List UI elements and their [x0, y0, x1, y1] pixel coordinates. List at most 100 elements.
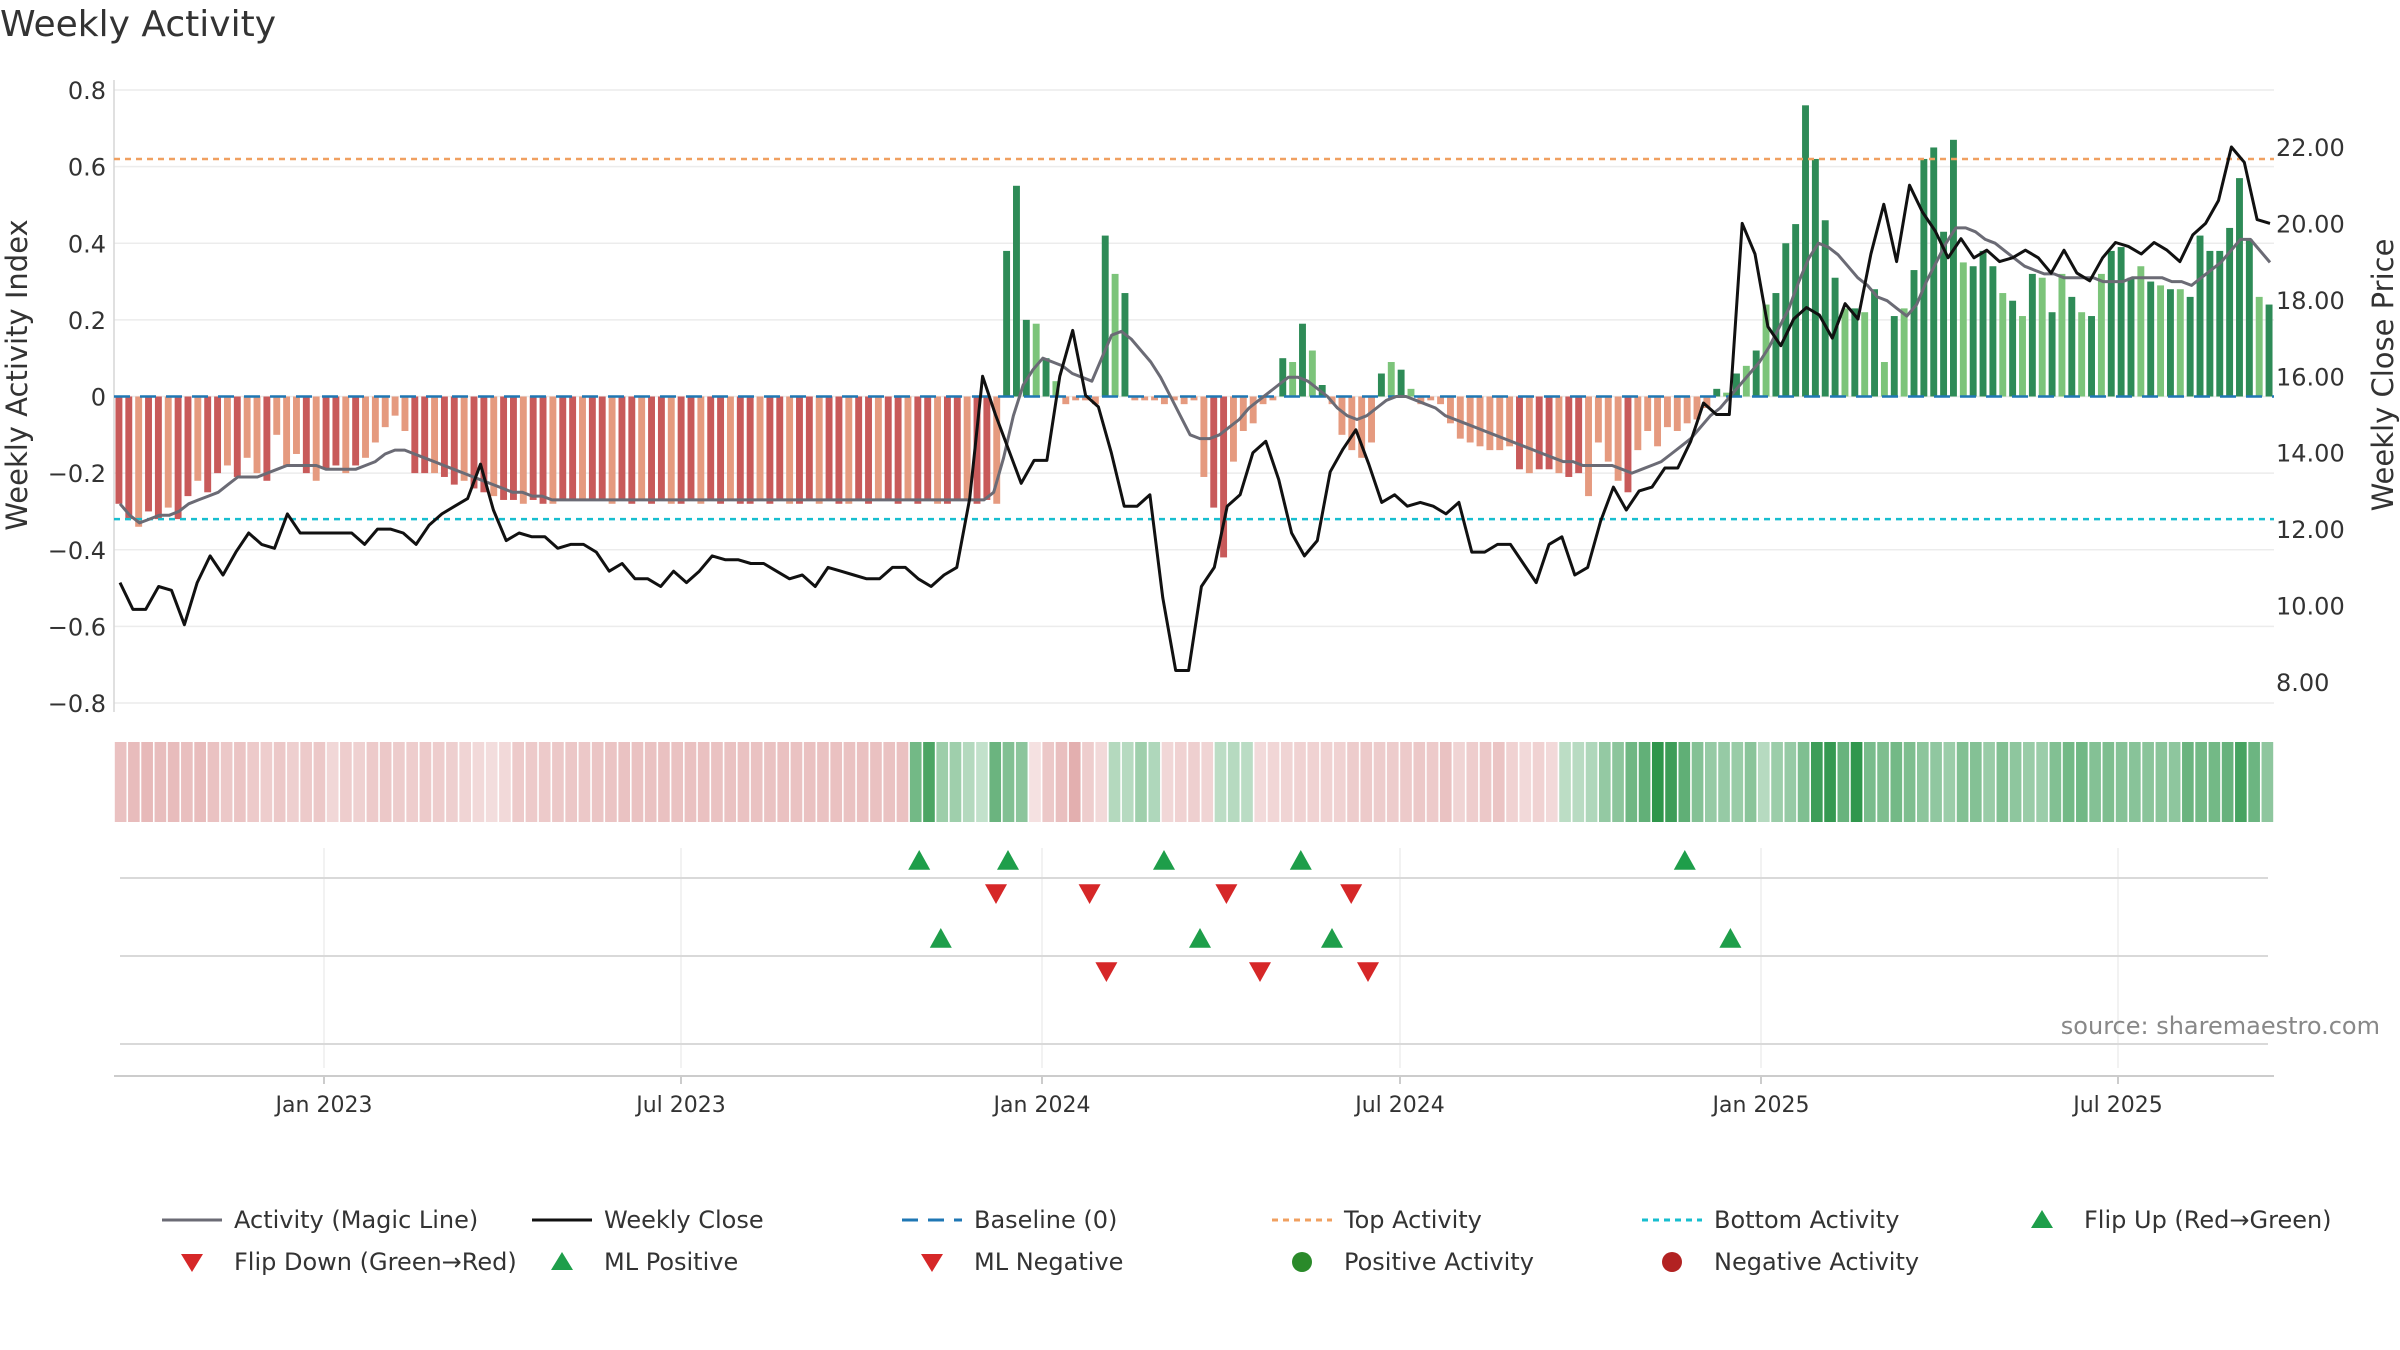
strip-cell — [1532, 742, 1545, 822]
activity-strip — [114, 742, 2274, 822]
activity-bar — [1831, 277, 1839, 397]
activity-bar — [874, 396, 882, 500]
strip-cell — [552, 742, 564, 822]
strip-cell — [1718, 742, 1730, 822]
ml-positive-marker — [1321, 928, 1343, 948]
activity-bar — [2157, 285, 2165, 397]
activity-bar — [1358, 396, 1366, 458]
strip-cell — [1744, 742, 1757, 822]
strip-cell — [379, 742, 392, 822]
strip-cell — [260, 742, 273, 822]
strip-cell — [870, 742, 882, 822]
activity-bar — [233, 396, 241, 477]
strip-cell — [1665, 742, 1677, 822]
strip-cell — [1771, 742, 1783, 822]
activity-bar — [1673, 396, 1681, 431]
activity-bar — [657, 396, 665, 500]
strip-cell — [1651, 742, 1664, 822]
activity-bars — [115, 105, 2273, 558]
activity-bar — [914, 396, 922, 504]
strip-cell — [790, 742, 803, 822]
strip-cell — [1148, 742, 1161, 822]
strip-cell — [896, 742, 909, 822]
y-tick-label: −0.4 — [48, 537, 106, 565]
activity-bar — [2097, 273, 2105, 397]
strip-cell — [1545, 742, 1558, 822]
activity-bar — [1249, 396, 1257, 424]
strip-cell — [1797, 742, 1810, 822]
y-tick-label: 0 — [91, 384, 106, 412]
activity-bar — [263, 396, 271, 481]
activity-bar — [993, 396, 1001, 504]
weekly-close-line — [118, 145, 2271, 672]
activity-bar — [894, 396, 902, 504]
strip-cell — [1983, 742, 1995, 822]
x-tick-label: Jan 2024 — [992, 1093, 1091, 1118]
y-tick-label: −0.2 — [48, 460, 106, 488]
strip-cell — [671, 742, 684, 822]
activity-bar — [293, 396, 300, 454]
strip-cell — [207, 742, 220, 822]
strip-cell — [856, 742, 869, 822]
ml-neg-legend-icon — [921, 1254, 943, 1272]
activity-bar — [1752, 350, 1760, 397]
legend-item-bottom: Bottom Activity — [1640, 1202, 2010, 1238]
strip-cell — [883, 742, 896, 822]
activity-bar — [697, 396, 705, 504]
strip-cell — [1572, 742, 1585, 822]
strip-cell — [512, 742, 524, 822]
strip-cell — [1029, 742, 1041, 822]
strip-cell — [711, 742, 723, 822]
activity-bar — [204, 396, 212, 493]
activity-bar — [677, 396, 685, 504]
ml-pos-legend-icon — [551, 1252, 573, 1270]
activity-bar — [1486, 396, 1494, 451]
activity-bar — [1210, 396, 1218, 508]
activity-bar — [1555, 396, 1563, 474]
strip-cell — [591, 742, 604, 822]
activity-bar — [1506, 396, 1514, 447]
strip-cell — [750, 742, 763, 822]
strip-cell — [141, 742, 153, 822]
top-legend-icon — [1272, 1218, 1332, 1222]
y-axis-label-left: Weekly Activity Index — [0, 219, 34, 530]
ml-positive-marker — [1189, 928, 1211, 948]
activity-bar — [1151, 396, 1158, 401]
activity-bar — [667, 396, 675, 504]
legend-item-pos-act: Positive Activity — [1270, 1244, 1640, 1280]
strip-cell — [326, 742, 339, 822]
activity-bar — [1821, 220, 1829, 397]
left-axis: 0.8 0.6 0.4 0.2 0 −0.2 −0.4 −0.6 −0.8 — [48, 77, 115, 718]
strip-cell — [1161, 742, 1174, 822]
x-tick-label: Jan 2023 — [274, 1093, 373, 1118]
strip-cell — [1015, 742, 1028, 822]
activity-bar — [1377, 373, 1385, 397]
legend-label: Weekly Close — [604, 1206, 764, 1234]
activity-bar — [2127, 277, 2135, 397]
activity-bar — [1663, 396, 1671, 428]
activity-bar — [1940, 231, 1948, 397]
legend-label: ML Positive — [604, 1248, 739, 1276]
strip-cell — [697, 742, 710, 822]
activity-bar — [332, 396, 340, 466]
activity-bar — [1644, 396, 1652, 431]
activity-bar — [1545, 396, 1553, 470]
close-legend-icon — [532, 1218, 592, 1222]
activity-bar — [1476, 396, 1484, 447]
activity-bar — [2117, 247, 2125, 397]
activity-bar — [1713, 388, 1721, 397]
activity-bar — [1417, 396, 1425, 405]
strip-cell — [962, 742, 975, 822]
activity-bar — [273, 396, 281, 435]
activity-bar — [411, 396, 419, 474]
strip-cell — [976, 742, 988, 822]
flip-up-marker — [997, 850, 1019, 870]
activity-bar — [2176, 289, 2184, 397]
activity-bar — [973, 396, 981, 504]
activity-bar — [628, 396, 636, 504]
strip-cell — [2009, 742, 2022, 822]
activity-bar — [638, 396, 646, 500]
activity-bar — [519, 396, 527, 504]
strip-cell — [2062, 742, 2075, 822]
activity-bar — [1032, 323, 1040, 397]
